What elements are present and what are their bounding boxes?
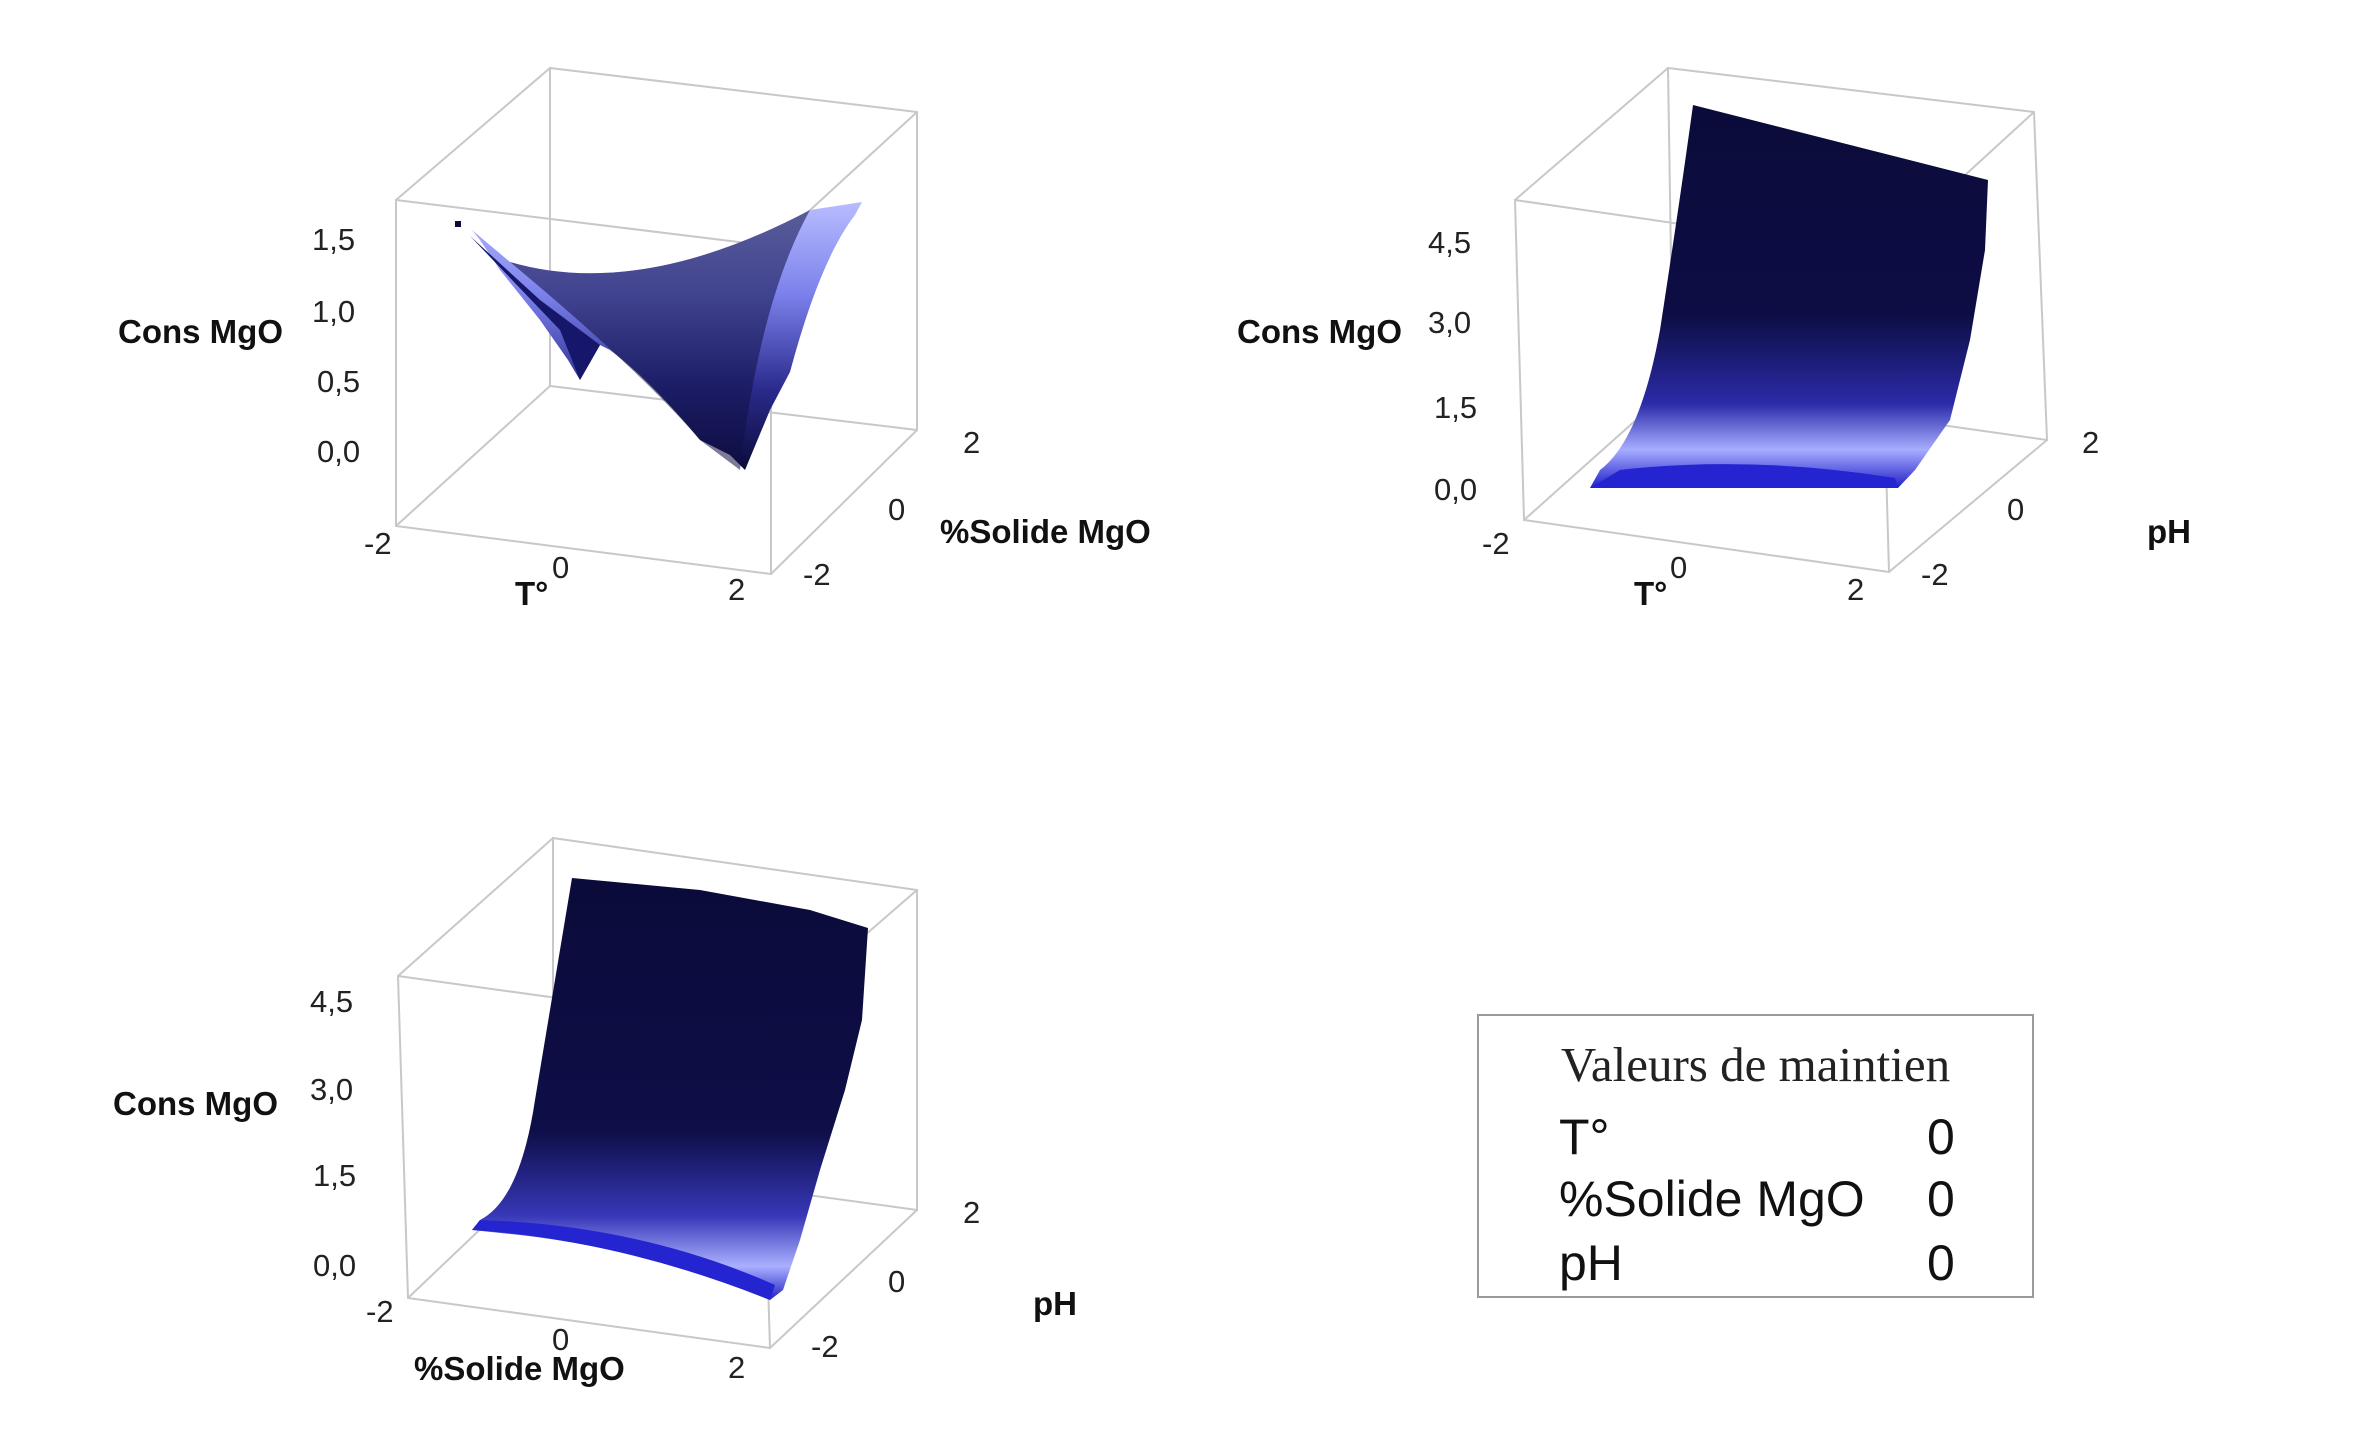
plot1-y-tick-0: -2 xyxy=(803,557,831,592)
plot3-z-tick-0: 0,0 xyxy=(313,1248,356,1283)
hold-values-box: Valeurs de maintien T° 0 %Solide MgO 0 p… xyxy=(1477,1014,2034,1298)
plot2-x-tick-2: 2 xyxy=(1847,572,1864,607)
plot2-z-tick-3: 4,5 xyxy=(1428,225,1471,260)
plot1-x-ticks: -2 0 2 xyxy=(364,526,745,607)
plot1-y-label: %Solide MgO xyxy=(940,513,1151,550)
hold-name-t: T° xyxy=(1559,1109,1610,1165)
hold-value-ph: 0 xyxy=(1927,1235,1955,1291)
plot3-z-tick-3: 4,5 xyxy=(310,984,353,1019)
plot2-z-label: Cons MgO xyxy=(1237,313,1402,350)
plot1-x-tick-1: 0 xyxy=(552,550,569,585)
plot2-z-ticks: 0,0 1,5 3,0 4,5 xyxy=(1428,225,1477,507)
hold-row-solide: %Solide MgO 0 xyxy=(1559,1170,1999,1230)
plot2-z-tick-0: 0,0 xyxy=(1434,472,1477,507)
plot2-x-tick-1: 0 xyxy=(1670,550,1687,585)
plot-t-vs-ph: 0,0 1,5 3,0 4,5 Cons MgO -2 0 2 T° -2 0 … xyxy=(1237,66,2191,612)
plot1-y-tick-2: 2 xyxy=(963,425,980,460)
plot1-z-tick-0: 0,0 xyxy=(317,434,360,469)
plot1-z-label: Cons MgO xyxy=(118,313,283,350)
plot3-z-ticks: 0,0 1,5 3,0 4,5 xyxy=(310,984,356,1283)
plot2-y-ticks: -2 0 2 xyxy=(1921,425,2099,592)
plot2-y-tick-0: -2 xyxy=(1921,557,1949,592)
plot3-x-ticks: -2 0 2 xyxy=(366,1294,745,1385)
plot2-x-ticks: -2 0 2 xyxy=(1482,526,1864,607)
plot2-z-tick-1: 1,5 xyxy=(1434,390,1477,425)
plot3-z-label: Cons MgO xyxy=(113,1085,278,1122)
plot2-x-tick-0: -2 xyxy=(1482,526,1510,561)
hold-name-solide: %Solide MgO xyxy=(1559,1171,1865,1227)
plot3-y-label: pH xyxy=(1033,1285,1077,1322)
plot1-y-tick-1: 0 xyxy=(888,492,905,527)
plot1-z-ticks: 0,0 0,5 1,0 1,5 xyxy=(312,222,360,469)
hold-value-solide: 0 xyxy=(1927,1171,1955,1227)
hold-row-t: T° 0 xyxy=(1559,1108,1999,1168)
plot1-z-tick-2: 1,0 xyxy=(312,294,355,329)
plot3-x-label: %Solide MgO xyxy=(414,1350,625,1387)
plot2-y-tick-1: 0 xyxy=(2007,492,2024,527)
plot2-surface xyxy=(1590,105,1988,488)
plot1-z-tick-3: 1,5 xyxy=(312,222,355,257)
plot3-y-ticks: -2 0 2 xyxy=(811,1195,980,1364)
plot1-x-tick-2: 2 xyxy=(728,572,745,607)
plot3-x-tick-1: 0 xyxy=(552,1322,569,1357)
plot3-x-tick-2: 2 xyxy=(728,1350,745,1385)
plot1-surface xyxy=(455,202,862,470)
plot3-x-tick-0: -2 xyxy=(366,1294,394,1329)
hold-name-ph: pH xyxy=(1559,1235,1623,1291)
plot2-y-label: pH xyxy=(2147,513,2191,550)
plot-solide-vs-ph: 0,0 1,5 3,0 4,5 Cons MgO -2 0 2 %Solide … xyxy=(113,836,1077,1387)
plot1-x-label: T° xyxy=(515,575,548,612)
plot3-z-tick-1: 1,5 xyxy=(313,1158,356,1193)
plot3-y-tick-0: -2 xyxy=(811,1329,839,1364)
hold-value-t: 0 xyxy=(1927,1109,1955,1165)
plot2-x-label: T° xyxy=(1634,575,1667,612)
plot-t-vs-solide: 0,0 0,5 1,0 1,5 Cons MgO -2 0 2 T° -2 0 … xyxy=(118,66,1151,612)
plot2-z-tick-2: 3,0 xyxy=(1428,305,1471,340)
hold-values-title: Valeurs de maintien xyxy=(1560,1037,1951,1092)
plot3-z-tick-2: 3,0 xyxy=(310,1072,353,1107)
plot3-y-tick-2: 2 xyxy=(963,1195,980,1230)
plot1-x-tick-0: -2 xyxy=(364,526,392,561)
plot3-surface xyxy=(472,878,868,1300)
hold-row-ph: pH 0 xyxy=(1559,1234,1999,1294)
plot2-y-tick-2: 2 xyxy=(2082,425,2099,460)
plot3-y-tick-1: 0 xyxy=(888,1264,905,1299)
plot1-y-ticks: -2 0 2 xyxy=(803,425,980,592)
plot1-z-tick-1: 0,5 xyxy=(317,364,360,399)
